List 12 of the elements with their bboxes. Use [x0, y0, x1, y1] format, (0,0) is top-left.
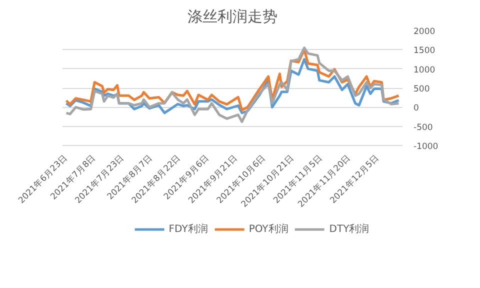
legend-label: POY利润 [248, 222, 288, 236]
y-tick-label: 2000 [414, 27, 436, 37]
y-tick-label: 1500 [414, 46, 436, 56]
y-tick-label: 0 [414, 104, 419, 114]
legend-label: DTY利润 [329, 222, 370, 236]
line-series [65, 46, 400, 123]
y-tick-label: -500 [414, 122, 433, 133]
y-tick-label: 1000 [414, 65, 436, 76]
chart-title: 涤丝利润走势 [188, 8, 278, 26]
y-tick-label: -1000 [414, 142, 438, 152]
y-tick-label: 500 [414, 84, 430, 94]
legend-label: FDY利润 [168, 222, 208, 236]
